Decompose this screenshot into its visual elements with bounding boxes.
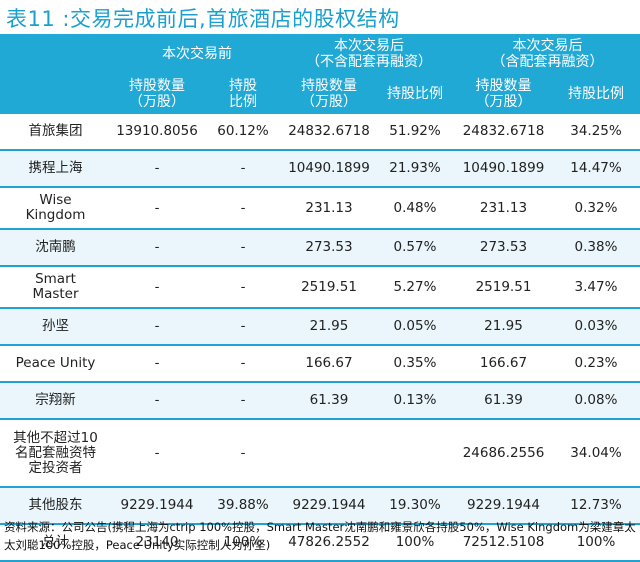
ratio-cell: - (203, 309, 283, 346)
shares-cell: - (111, 151, 203, 188)
ratio-cell: 0.13% (375, 383, 455, 420)
shares-cell: 24832.6718 (283, 114, 375, 151)
shares-cell: 10490.1899 (455, 151, 552, 188)
ratio-cell: - (203, 383, 283, 420)
header-corner (0, 34, 111, 74)
subheader-shares: 持股数量 （万股） (455, 74, 552, 114)
ratio-cell: 12.73% (552, 488, 640, 525)
ratio-cell: 34.04% (552, 420, 640, 488)
ratio-cell (375, 420, 455, 488)
ratio-cell: - (203, 151, 283, 188)
table-row: Peace Unity - -166.67 0.35% 166.67 0.23% (0, 346, 640, 383)
ratio-cell: 0.08% (552, 383, 640, 420)
shares-cell: 231.13 (283, 188, 375, 230)
shares-cell: 9229.1944 (111, 488, 203, 525)
ratio-cell: 0.32% (552, 188, 640, 230)
table-row: 沈南鹏 - -273.53 0.57% 273.53 0.38% (0, 230, 640, 267)
table-row: 其他不超过10 名配套融资特 定投资者 - -24686.2556 34.04% (0, 420, 640, 488)
shareholder-name: 沈南鹏 (0, 230, 111, 267)
shares-cell: 273.53 (283, 230, 375, 267)
ratio-cell: 0.05% (375, 309, 455, 346)
shareholder-name: 宗翔新 (0, 383, 111, 420)
subheader-ratio: 持股比例 (375, 74, 455, 114)
shareholder-name: 其他不超过10 名配套融资特 定投资者 (0, 420, 111, 488)
shareholder-name: 孙坚 (0, 309, 111, 346)
group-header-after-incl: 本次交易后 （含配套再融资） (455, 34, 640, 74)
shares-cell: 24832.6718 (455, 114, 552, 151)
subheader-ratio: 持股比例 (552, 74, 640, 114)
shares-cell: 166.67 (455, 346, 552, 383)
shareholder-name: Smart Master (0, 267, 111, 309)
shares-cell: - (111, 346, 203, 383)
shareholder-name: Wise Kingdom (0, 188, 111, 230)
ratio-cell: 21.93% (375, 151, 455, 188)
subheader-shares: 持股数量 （万股） (283, 74, 375, 114)
ratio-cell: 0.38% (552, 230, 640, 267)
shareholder-name: 其他股东 (0, 488, 111, 525)
table-row: 携程上海 - -10490.1899 21.93% 10490.1899 14.47% (0, 151, 640, 188)
shares-cell: 2519.51 (283, 267, 375, 309)
ratio-cell: 60.12% (203, 114, 283, 151)
shares-cell: 273.53 (455, 230, 552, 267)
shares-cell: - (111, 383, 203, 420)
table-row: 宗翔新 - -61.39 0.13% 61.39 0.08% (0, 383, 640, 420)
shares-cell (283, 420, 375, 488)
shares-cell: - (111, 309, 203, 346)
ratio-cell: 0.35% (375, 346, 455, 383)
ratio-cell: 5.27% (375, 267, 455, 309)
shares-cell: 9229.1944 (283, 488, 375, 525)
ratio-cell: - (203, 420, 283, 488)
shareholding-table: 本次交易前 本次交易后 （不含配套再融资） 本次交易后 （含配套再融资） 持股数… (0, 34, 640, 562)
ratio-cell: 0.57% (375, 230, 455, 267)
table-body: 首旅集团 13910.8056 60.12% 24832.6718 51.92% 2483… (0, 114, 640, 562)
shares-cell: 10490.1899 (283, 151, 375, 188)
shares-cell: - (111, 188, 203, 230)
ratio-cell: 0.03% (552, 309, 640, 346)
ratio-cell: 19.30% (375, 488, 455, 525)
ratio-cell: - (203, 346, 283, 383)
shareholder-name: 首旅集团 (0, 114, 111, 151)
table-row: 首旅集团 13910.8056 60.12% 24832.6718 51.92% 2483… (0, 114, 640, 151)
header-corner-2 (0, 74, 111, 114)
table-row: Wise Kingdom - -231.13 0.48% 231.13 0.32% (0, 188, 640, 230)
shares-cell: - (111, 420, 203, 488)
shares-cell: 21.95 (455, 309, 552, 346)
shares-cell: - (111, 230, 203, 267)
table-row: Smart Master - -2519.51 5.27% 2519.51 3.47% (0, 267, 640, 309)
ratio-cell: - (203, 267, 283, 309)
shareholder-name: 携程上海 (0, 151, 111, 188)
table-title: 表11 :交易完成前后,首旅酒店的股权结构 (6, 7, 400, 31)
shares-cell: 166.67 (283, 346, 375, 383)
shareholding-table-container: 本次交易前 本次交易后 （不含配套再融资） 本次交易后 （含配套再融资） 持股数… (0, 34, 640, 562)
shares-cell: 61.39 (283, 383, 375, 420)
shares-cell: 61.39 (455, 383, 552, 420)
table-row: 孙坚 - -21.95 0.05% 21.95 0.03% (0, 309, 640, 346)
table-row: 其他股东 9229.1944 39.88% 9229.1944 19.30% 9229.1… (0, 488, 640, 525)
ratio-cell: 34.25% (552, 114, 640, 151)
ratio-cell: 0.23% (552, 346, 640, 383)
source-footnote: 资料来源：公司公告(携程上海为ctrip 100%控股，Smart Master… (4, 520, 636, 552)
ratio-cell: 39.88% (203, 488, 283, 525)
shares-cell: 24686.2556 (455, 420, 552, 488)
subheader-ratio: 持股 比例 (203, 74, 283, 114)
ratio-cell: 0.48% (375, 188, 455, 230)
shares-cell: 21.95 (283, 309, 375, 346)
group-header-before: 本次交易前 (111, 34, 283, 74)
ratio-cell: - (203, 230, 283, 267)
shares-cell: 2519.51 (455, 267, 552, 309)
shares-cell: 231.13 (455, 188, 552, 230)
ratio-cell: 3.47% (552, 267, 640, 309)
subheader-shares: 持股数量 （万股） (111, 74, 203, 114)
shares-cell: - (111, 267, 203, 309)
shares-cell: 9229.1944 (455, 488, 552, 525)
shares-cell: 13910.8056 (111, 114, 203, 151)
group-header-after-excl: 本次交易后 （不含配套再融资） (283, 34, 455, 74)
ratio-cell: 14.47% (552, 151, 640, 188)
shareholder-name: Peace Unity (0, 346, 111, 383)
ratio-cell: 51.92% (375, 114, 455, 151)
ratio-cell: - (203, 188, 283, 230)
